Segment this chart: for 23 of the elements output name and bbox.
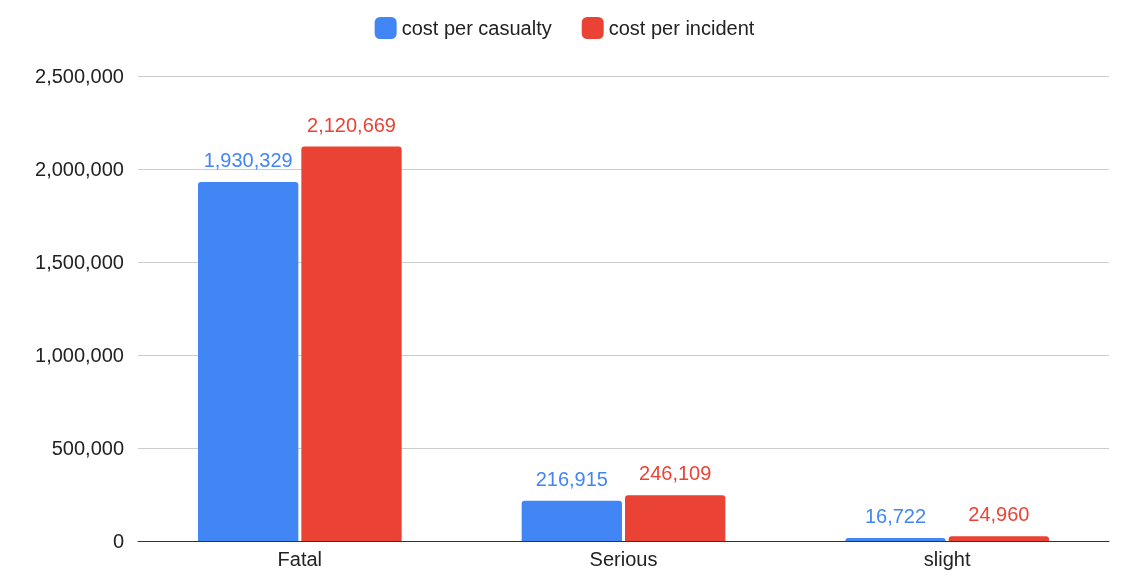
y-tick-label: 1,000,000 [35,344,124,366]
data-label: 24,960 [968,503,1030,526]
bar [197,181,299,541]
bar [948,536,1050,541]
data-label: 2,120,669 [307,113,396,136]
bar [845,537,946,541]
bar [625,495,726,541]
y-tick-label: 500,000 [51,437,124,459]
y-tick-label: 2,500,000 [35,65,124,87]
x-tick-label: Serious [589,548,658,570]
data-label: 1,930,329 [203,148,293,171]
x-tick-label: slight [923,548,971,570]
bar [521,500,622,541]
data-label: 246,109 [639,462,712,485]
data-label: 16,722 [864,504,927,527]
legend-label: cost per incident [608,17,755,39]
data-label: 216,915 [535,467,608,490]
y-tick-label: 0 [112,530,124,552]
bar [301,146,402,541]
legend-label: cost per casualty [401,17,552,39]
y-tick-label: 2,000,000 [35,158,124,180]
x-tick-label: Fatal [277,548,323,570]
y-tick-label: 1,500,000 [35,251,124,273]
